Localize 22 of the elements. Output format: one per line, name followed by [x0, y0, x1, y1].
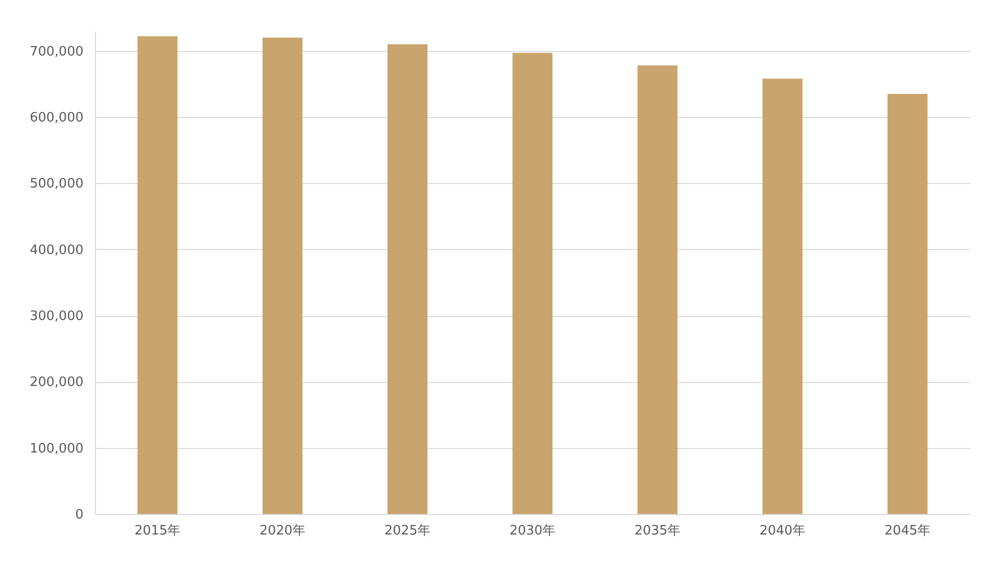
bar	[762, 78, 802, 514]
bar	[638, 65, 678, 514]
y-tick-label: 300,000	[30, 309, 84, 324]
x-tick-label: 2040年	[759, 524, 806, 538]
y-tick-label: 400,000	[30, 242, 84, 258]
bar	[512, 52, 552, 514]
x-tick-label: 2030年	[509, 524, 556, 538]
y-tick-label: 700,000	[30, 44, 84, 60]
bar	[262, 38, 302, 514]
x-tick-label: 2015年	[134, 524, 181, 538]
y-tick-label: 500,000	[30, 176, 84, 192]
y-tick-label: 200,000	[30, 375, 84, 390]
x-tick-label: 2035年	[634, 524, 681, 538]
x-tick-label: 2045年	[884, 524, 931, 538]
x-tick-label: 2020年	[259, 524, 306, 538]
bar	[388, 44, 428, 514]
bar	[138, 36, 178, 514]
y-tick-label: 100,000	[30, 441, 84, 456]
bar	[888, 94, 928, 514]
y-tick-label: 0	[75, 508, 84, 522]
y-tick-label: 600,000	[30, 110, 84, 126]
x-tick-label: 2025年	[384, 524, 431, 538]
